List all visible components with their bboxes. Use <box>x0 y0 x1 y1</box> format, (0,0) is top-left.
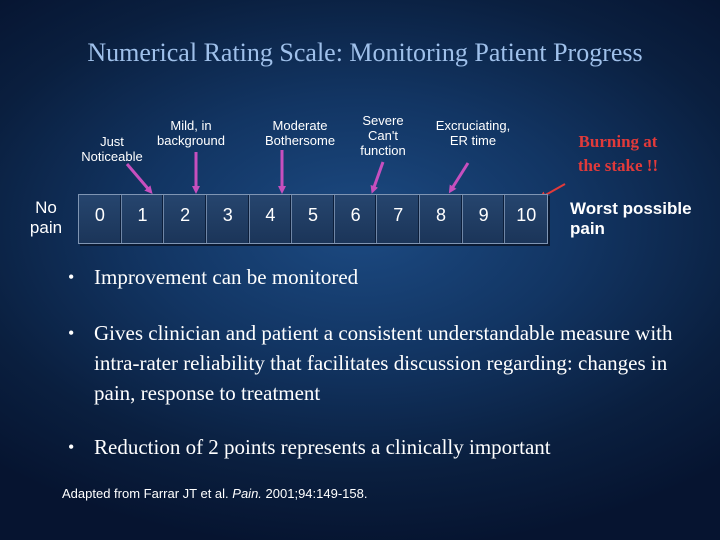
scale-cell-1: 1 <box>122 195 165 243</box>
no-pain-label: No pain <box>29 198 63 237</box>
scale-cell-8: 8 <box>420 195 463 243</box>
bullet-item-1: Improvement can be monitored <box>64 262 704 292</box>
descriptor-excruciating: Excruciating, ER time <box>435 118 511 148</box>
descriptor-just-noticeable: Just Noticeable <box>81 134 143 164</box>
citation-authors: Adapted from Farrar JT et al. <box>62 486 233 501</box>
scale-cell-2: 2 <box>164 195 207 243</box>
scale-cell-5: 5 <box>292 195 335 243</box>
slide-title: Numerical Rating Scale: Monitoring Patie… <box>87 38 643 67</box>
burning-callout: Burning at the stake !! <box>577 132 659 175</box>
descriptor-moderate: Moderate Bothersome <box>264 118 336 148</box>
arrow-severe <box>370 161 385 194</box>
scale-cell-4: 4 <box>250 195 293 243</box>
bullet-item-2: Gives clinician and patient a consistent… <box>64 318 704 408</box>
worst-pain-label: Worst possible pain <box>570 199 692 238</box>
citation-volume: 2001;94:149-158. <box>261 486 368 501</box>
citation-journal: Pain. <box>232 486 262 501</box>
scale-cell-9: 9 <box>463 195 506 243</box>
bullet-item-3: Reduction of 2 points represents a clini… <box>64 432 704 462</box>
descriptor-severe: Severe Can't function <box>360 113 406 158</box>
bullet-list: Improvement can be monitored Gives clini… <box>64 262 704 462</box>
source-citation: Adapted from Farrar JT et al. Pain. 2001… <box>62 486 367 501</box>
arrow-just-noticeable <box>125 163 153 195</box>
scale-cell-7: 7 <box>377 195 421 243</box>
scale-cell-6: 6 <box>335 195 378 243</box>
arrow-excruciating <box>448 162 470 194</box>
scale-cell-0: 0 <box>79 195 122 243</box>
scale-cell-10: 10 <box>516 205 537 225</box>
descriptor-mild: Mild, in background <box>157 118 225 148</box>
rating-scale: 0 1 2 3 4 5 6 7 8 9 10 <box>78 194 548 244</box>
scale-cell-3: 3 <box>207 195 250 243</box>
